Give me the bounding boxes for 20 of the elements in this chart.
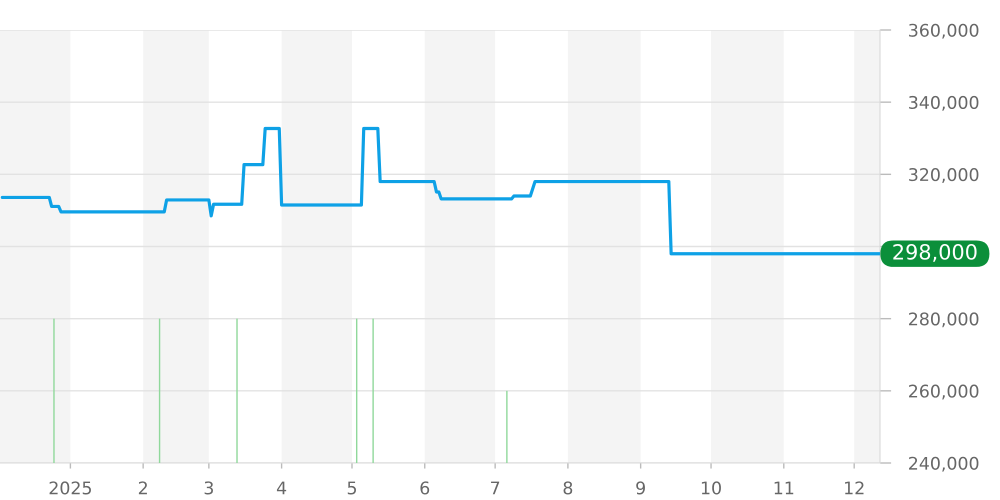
y-tick-label: 320,000 [909, 168, 978, 183]
y-tick-label: 280,000 [909, 312, 978, 328]
x-tick-label: 2 [138, 481, 147, 494]
x-tick-label: 10 [702, 481, 721, 494]
x-tick-label: 6 [420, 481, 430, 494]
x-tick-label: 2025 [50, 481, 91, 494]
x-tick-label: 3 [204, 481, 213, 494]
x-tick-label: 12 [845, 481, 864, 494]
x-tick-label: 8 [564, 481, 572, 494]
y-tick-label: 360,000 [909, 24, 978, 39]
x-tick-label: 5 [348, 482, 356, 494]
y-tick-label: 260,000 [909, 384, 978, 400]
x-tick-label: 4 [276, 482, 286, 494]
line-series [0, 126, 880, 256]
y-tick-label: 240,000 [909, 456, 978, 472]
x-tick-label: 7 [491, 482, 500, 494]
y-tick-label: 340,000 [909, 96, 978, 111]
x-tick-label: 11 [774, 482, 794, 494]
annotation: 298,000 [893, 244, 977, 262]
x-tick-label: 9 [636, 481, 645, 494]
